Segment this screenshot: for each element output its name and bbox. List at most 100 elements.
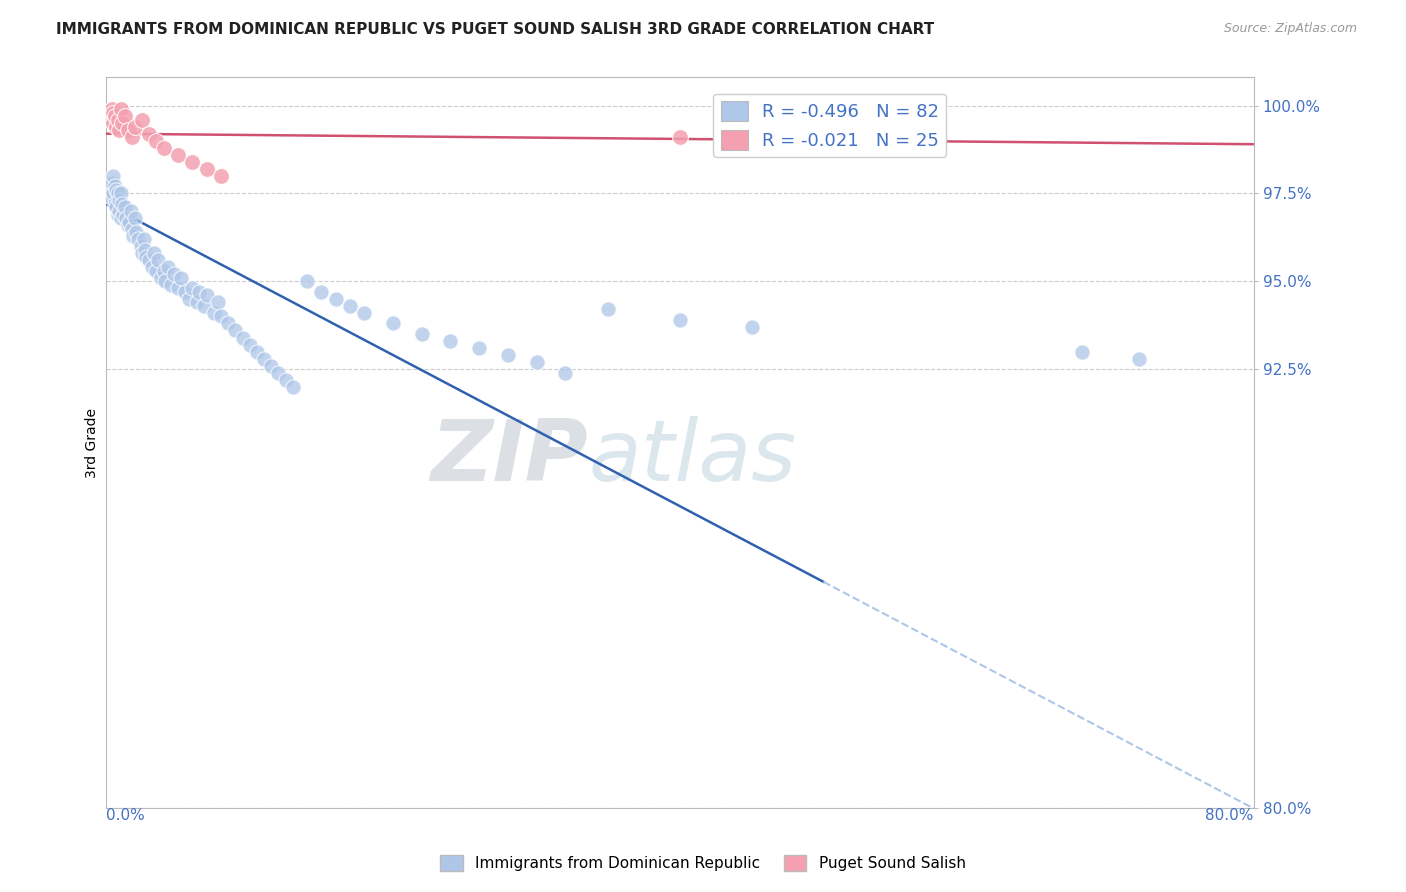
Point: [669, 313, 692, 327]
Point: [105, 120, 128, 134]
Point: [121, 221, 143, 235]
Point: [195, 161, 218, 176]
Point: [124, 120, 146, 134]
Point: [274, 373, 297, 387]
Point: [107, 186, 129, 201]
Point: [439, 334, 461, 348]
Point: [195, 288, 218, 302]
Point: [741, 320, 763, 334]
Point: [117, 218, 139, 232]
Point: [111, 116, 134, 130]
Point: [325, 292, 347, 306]
Point: [246, 344, 269, 359]
Text: atlas: atlas: [588, 416, 796, 500]
Point: [253, 351, 276, 366]
Point: [118, 214, 141, 228]
Point: [103, 105, 125, 120]
Point: [104, 197, 127, 211]
Point: [239, 337, 262, 351]
Point: [496, 348, 519, 362]
Point: [209, 310, 232, 324]
Point: [107, 207, 129, 221]
Text: 0.0%: 0.0%: [107, 808, 145, 823]
Point: [138, 127, 160, 141]
Point: [152, 264, 174, 278]
Text: ZIP: ZIP: [430, 416, 588, 500]
Point: [138, 253, 160, 268]
Point: [411, 326, 433, 341]
Point: [108, 194, 131, 208]
Point: [167, 147, 190, 161]
Point: [145, 264, 167, 278]
Point: [181, 154, 204, 169]
Y-axis label: 3rd Grade: 3rd Grade: [86, 408, 100, 478]
Point: [1128, 351, 1150, 366]
Point: [110, 186, 132, 201]
Point: [207, 295, 229, 310]
Point: [101, 176, 124, 190]
Point: [163, 267, 186, 281]
Point: [145, 134, 167, 148]
Point: [110, 211, 132, 225]
Point: [554, 366, 576, 380]
Point: [124, 211, 146, 225]
Point: [174, 285, 197, 299]
Point: [112, 207, 135, 221]
Text: IMMIGRANTS FROM DOMINICAN REPUBLIC VS PUGET SOUND SALISH 3RD GRADE CORRELATION C: IMMIGRANTS FROM DOMINICAN REPUBLIC VS PU…: [56, 22, 935, 37]
Legend: R = -0.496   N = 82, R = -0.021   N = 25: R = -0.496 N = 82, R = -0.021 N = 25: [713, 94, 946, 157]
Point: [103, 169, 125, 183]
Point: [231, 330, 253, 344]
Point: [111, 197, 134, 211]
Text: 80.0%: 80.0%: [1205, 808, 1254, 823]
Point: [142, 246, 165, 260]
Point: [121, 130, 143, 145]
Point: [115, 211, 138, 225]
Point: [159, 277, 181, 292]
Point: [108, 123, 131, 137]
Point: [100, 190, 122, 204]
Point: [170, 270, 193, 285]
Point: [202, 306, 225, 320]
Point: [129, 239, 152, 253]
Text: Source: ZipAtlas.com: Source: ZipAtlas.com: [1223, 22, 1357, 36]
Point: [114, 109, 136, 123]
Point: [209, 169, 232, 183]
Point: [179, 292, 201, 306]
Point: [295, 274, 318, 288]
Point: [105, 183, 128, 197]
Point: [193, 299, 215, 313]
Point: [260, 359, 283, 373]
Point: [149, 270, 172, 285]
Point: [311, 285, 333, 299]
Point: [108, 204, 131, 219]
Point: [101, 112, 124, 127]
Point: [131, 112, 153, 127]
Point: [120, 204, 142, 219]
Point: [217, 317, 239, 331]
Point: [526, 355, 548, 369]
Point: [105, 201, 128, 215]
Point: [103, 186, 125, 201]
Point: [141, 260, 163, 275]
Point: [153, 274, 176, 288]
Point: [598, 302, 620, 317]
Point: [131, 246, 153, 260]
Point: [107, 112, 129, 127]
Point: [188, 285, 211, 299]
Point: [468, 341, 491, 355]
Point: [132, 232, 155, 246]
Point: [224, 324, 246, 338]
Point: [104, 109, 127, 123]
Legend: Immigrants from Dominican Republic, Puget Sound Salish: Immigrants from Dominican Republic, Puge…: [434, 849, 972, 877]
Point: [103, 116, 125, 130]
Point: [110, 102, 132, 116]
Point: [122, 228, 145, 243]
Point: [181, 281, 204, 295]
Point: [152, 141, 174, 155]
Point: [156, 260, 179, 275]
Point: [669, 130, 692, 145]
Point: [117, 123, 139, 137]
Point: [135, 250, 157, 264]
Point: [100, 105, 122, 120]
Point: [382, 317, 405, 331]
